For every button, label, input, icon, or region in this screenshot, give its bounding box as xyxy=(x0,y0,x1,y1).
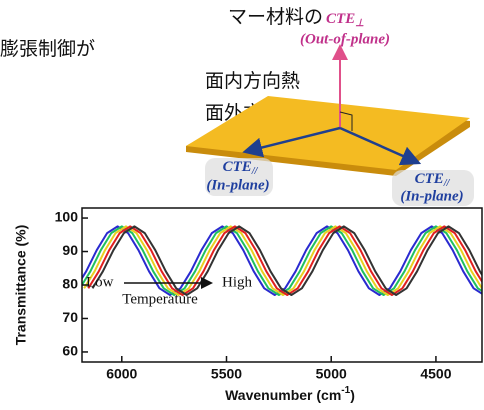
y-tick-label: 60 xyxy=(62,343,78,359)
x-tick-label: 6000 xyxy=(106,366,137,382)
text-line: 膨張制御が xyxy=(0,38,95,60)
diagram-label: (In-plane) xyxy=(400,188,463,204)
label-subscript: ⊥ xyxy=(355,18,364,29)
diagram-label: (Out-of-plane) xyxy=(300,31,390,47)
label-symbol: CTE xyxy=(415,171,444,187)
text-line: 面内方向熱 xyxy=(205,70,300,92)
x-tick-label: 4500 xyxy=(420,366,451,382)
plot-area xyxy=(76,226,484,295)
diagram-label: (In-plane) xyxy=(206,177,269,193)
x-axis-label: Wavenumber (cm-1) xyxy=(225,385,355,403)
x-label-end: ) xyxy=(350,387,355,403)
x-label-text: Wavenumber (cm xyxy=(225,387,341,403)
x-tick-label: 5000 xyxy=(316,366,347,382)
annotation: Temperature xyxy=(122,291,198,307)
y-tick-label: 70 xyxy=(62,309,78,325)
label-symbol: CTE xyxy=(326,11,355,27)
annotation: High xyxy=(222,274,253,290)
annotation: Low xyxy=(86,274,114,290)
y-tick-label: 80 xyxy=(62,276,78,292)
y-tick-label: 100 xyxy=(55,209,79,225)
y-tick-label: 90 xyxy=(62,242,78,258)
text-line: マー材料の xyxy=(228,6,323,28)
diagram-label: CTE⊥ xyxy=(326,11,364,29)
y-axis-label: Transmittance (%) xyxy=(13,225,29,346)
x-tick-label: 5500 xyxy=(211,366,242,382)
label-symbol: CTE xyxy=(223,159,252,175)
page: マー材料の 膨張制御が 面内方向熱 面外方向熱 CTE⊥ (Out-of-pla… xyxy=(0,0,484,405)
